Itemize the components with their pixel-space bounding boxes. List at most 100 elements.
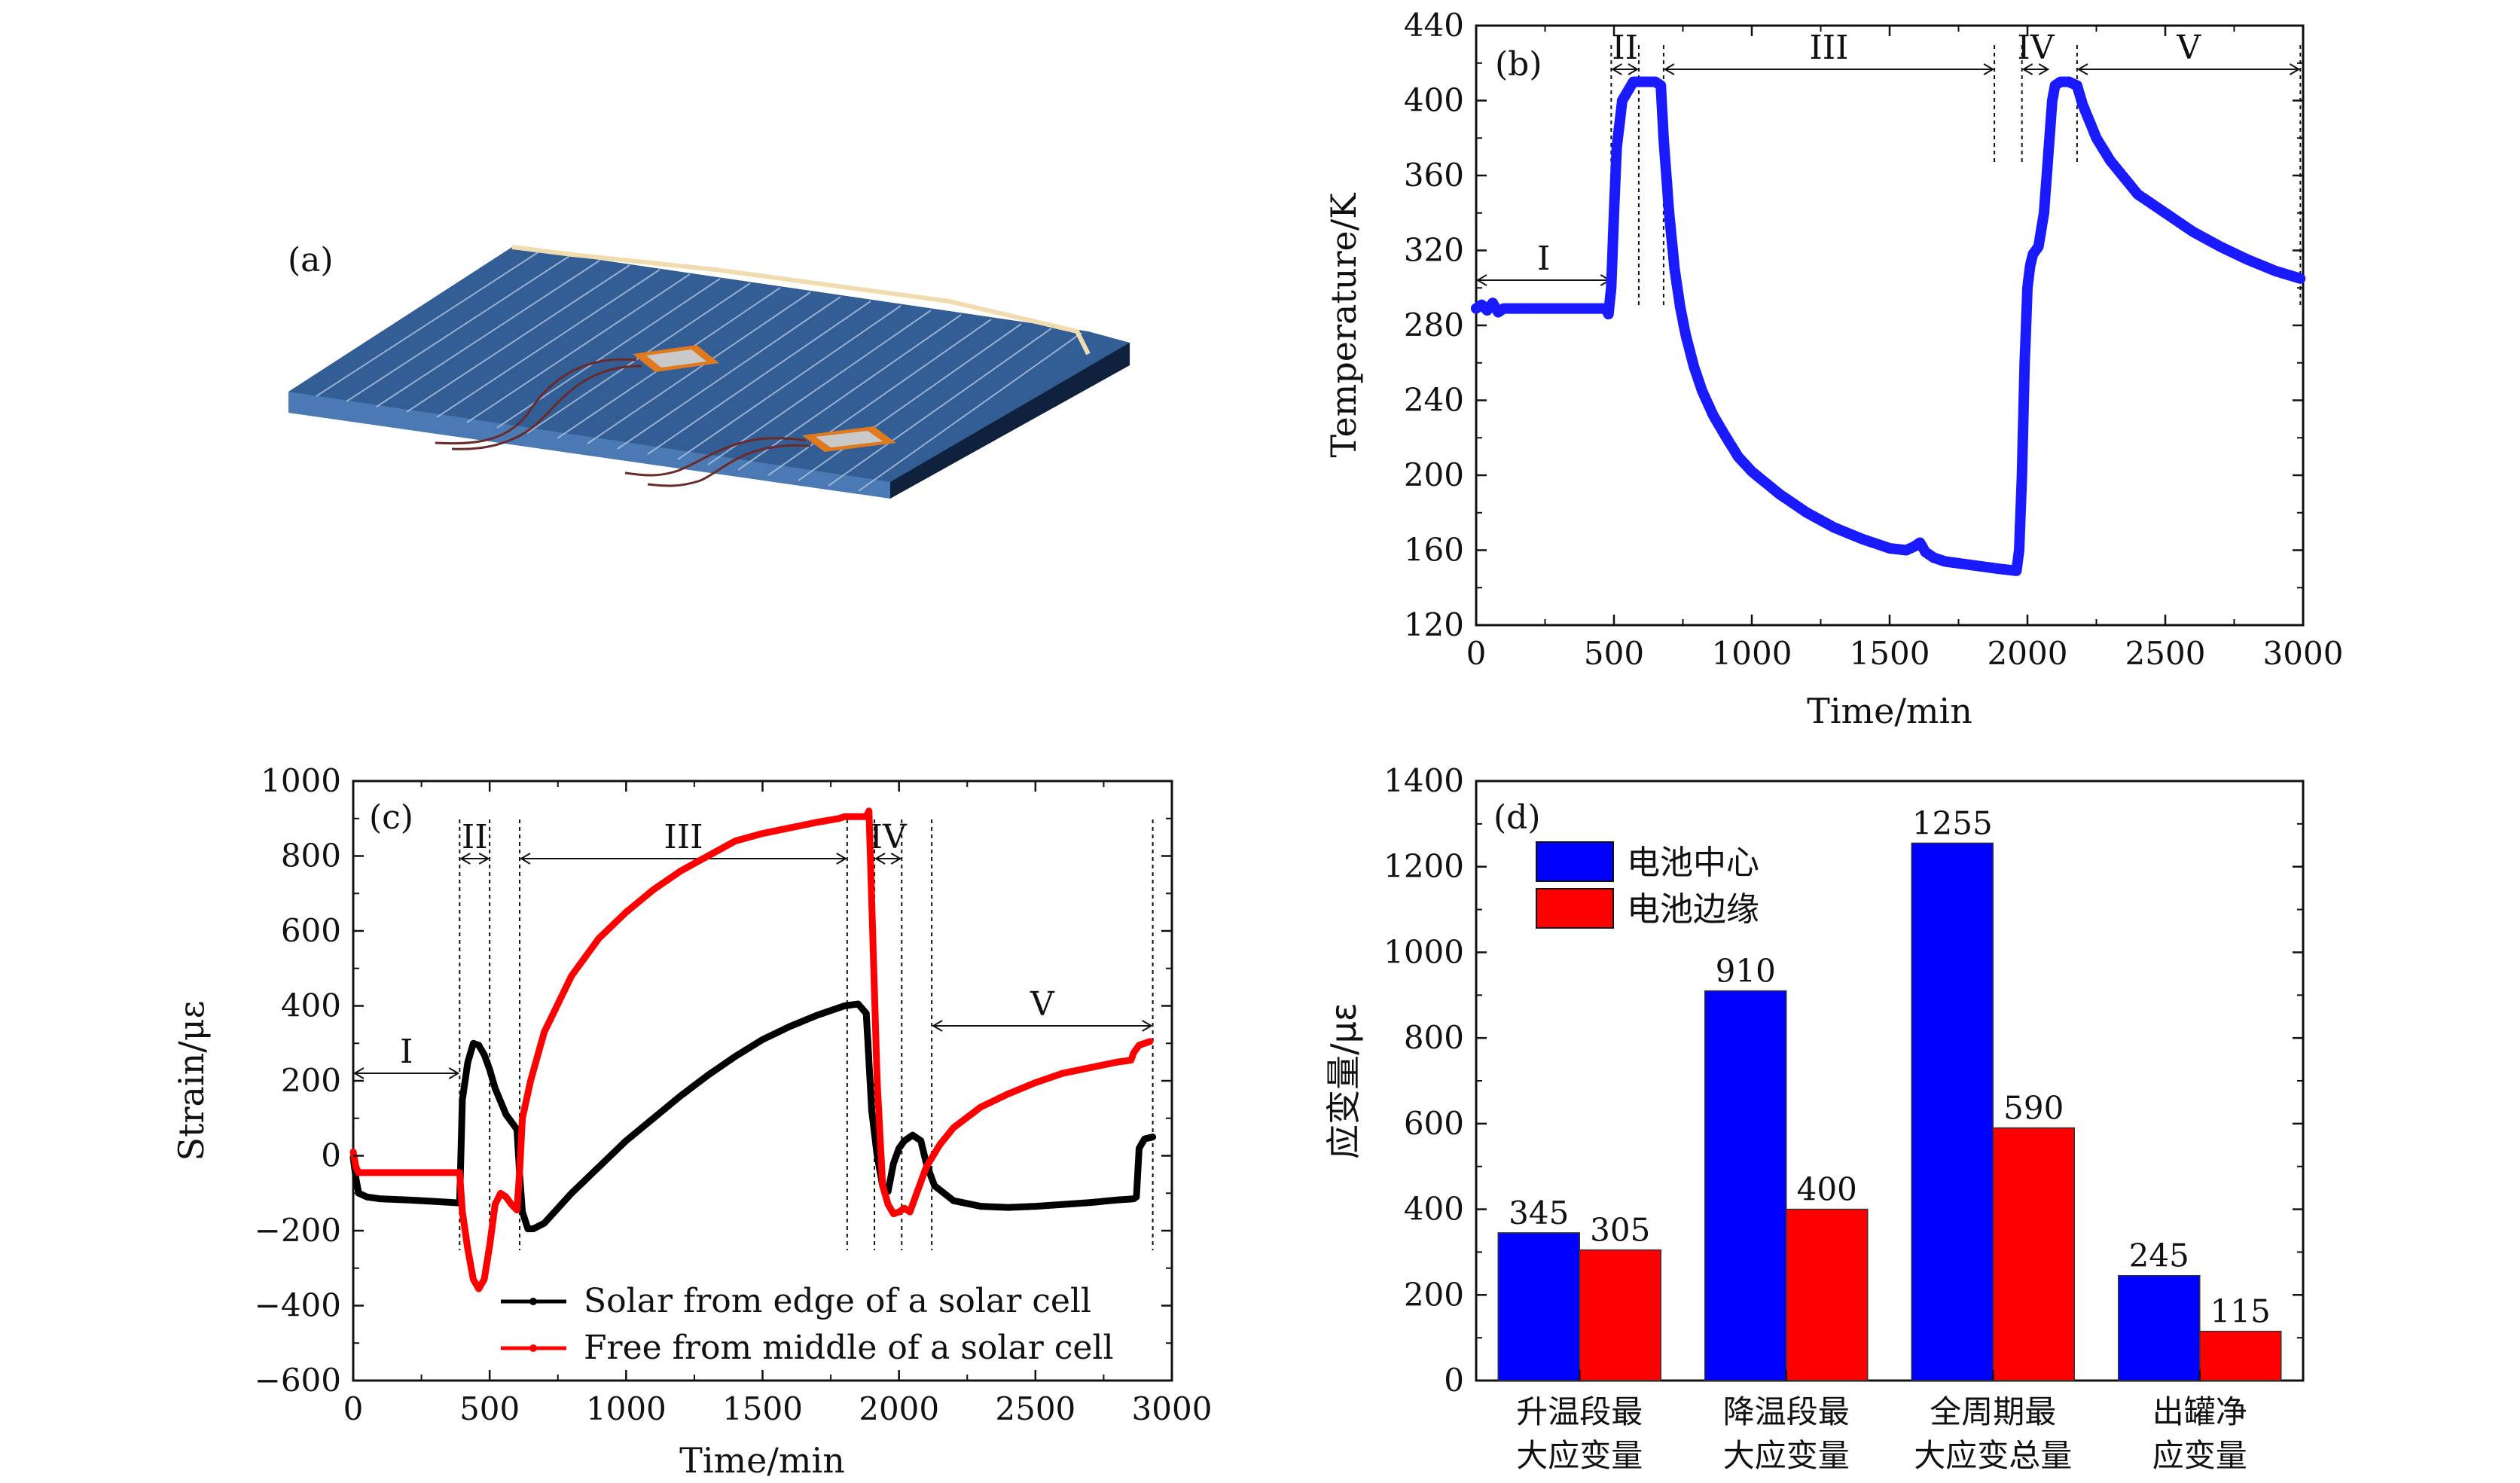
panel-b-frame — [1475, 24, 2305, 627]
strain-gauge-icon — [802, 426, 896, 452]
panel-c-y-tick-label: 400 — [281, 987, 341, 1024]
panel-c-stage-arrow-head — [1142, 1020, 1153, 1032]
panel-d-y-ticks: 0 200 400 600 800 1000 1200 1400 — [1384, 762, 2303, 1399]
legend-label-edge: Solar from edge of a solar cell — [584, 1282, 1091, 1320]
panel-b-data-point — [2023, 275, 2034, 286]
legend-label-middle: Free from middle of a solar cell — [584, 1329, 1114, 1367]
panel-d-y-tick-label: 1400 — [1384, 762, 1464, 799]
panel-d-bars: 345 305 910 400 1255 590 245 115 — [1497, 804, 2282, 1381]
panel-b-stage-label: III — [1809, 29, 1848, 67]
panel-b-x-tick-label: 2000 — [1988, 635, 2068, 672]
panel-b-data-point — [2017, 432, 2028, 444]
panel-b-data-point — [2012, 558, 2023, 569]
panel-b-data-point — [1658, 133, 1669, 144]
panel-b-data-point — [1671, 279, 1683, 290]
panel-c-stage-arrow-head — [874, 853, 886, 865]
panel-b-data-point — [1684, 345, 1695, 356]
panel-b-y-tick-label: 440 — [1404, 7, 1464, 44]
panel-c-x-ticks: 0 500 1000 1500 2000 2500 3000 — [343, 781, 1213, 1427]
panel-b-data-point — [2045, 120, 2056, 131]
panel-b-y-tick-label: 360 — [1404, 157, 1464, 194]
panel-b-stage-arrows: III III IV V — [1476, 29, 2301, 286]
panel-b-data-point — [2039, 207, 2049, 218]
legend-swatch-edge — [1536, 888, 1614, 929]
panel-c-y-axis-title: Strain/με — [171, 1001, 212, 1161]
panel-c-y-tick-label: 800 — [281, 838, 341, 874]
bar-value-label: 345 — [1509, 1195, 1569, 1231]
panel-b-stage-arrow-head — [2289, 63, 2301, 75]
panel-b-x-tick-label: 0 — [1466, 635, 1487, 672]
panel-b-data-point — [1605, 291, 1616, 302]
panel-b-y-tick-label: 400 — [1404, 82, 1464, 119]
panel-d-category-label: 大应变总量 — [1914, 1437, 2072, 1474]
panel-b-x-tick-label: 500 — [1584, 635, 1644, 672]
panel-b-y-tick-label: 280 — [1404, 307, 1464, 343]
panel-c-stage-label: II — [462, 818, 488, 856]
panel-b-data-point — [2042, 163, 2053, 174]
panel-d-y-tick-label: 600 — [1404, 1105, 1464, 1142]
panel-c-x-tick-label: 2500 — [995, 1390, 1075, 1427]
legend-swatch-center — [1536, 841, 1614, 882]
panel-c-stage-arrow-head — [353, 1067, 365, 1079]
gauge-wires — [435, 358, 811, 487]
bar-value-label: 245 — [2129, 1237, 2189, 1274]
panel-d-category-label: 升温段最 — [1516, 1393, 1643, 1430]
panel-b-data-point — [2073, 84, 2084, 95]
panel-b-y-axis-title: Temperature/K — [1323, 192, 1364, 458]
panel-a: (a) — [288, 241, 1130, 499]
bar-center — [1497, 1232, 1580, 1381]
panel-b-stage-arrow-head — [1983, 63, 1995, 75]
panel-c-x-tick-label: 500 — [459, 1390, 520, 1427]
solar-panel-illustration — [288, 245, 1130, 499]
panel-b-data-point — [1610, 163, 1622, 175]
bar-edge — [1786, 1208, 1869, 1381]
panel-b-data-point — [2020, 332, 2031, 343]
panel-d-legend: 电池中心 电池边缘 — [1536, 841, 1759, 929]
panel-d-y-tick-label: 1200 — [1384, 848, 1464, 885]
panel-d-category-label: 大应变量 — [1723, 1437, 1850, 1474]
panel-b-stage-label: V — [2176, 29, 2201, 67]
panel-b-data-point — [1674, 301, 1686, 313]
panel-b-data-point — [1661, 177, 1673, 188]
panel-c-x-tick-label: 1000 — [586, 1390, 667, 1427]
panel-b-label: (b) — [1495, 45, 1542, 84]
panel-c-x-tick-label: 2000 — [859, 1390, 939, 1427]
panel-b-stage-arrow-head — [1628, 63, 1639, 75]
panel-b-data-point — [1607, 232, 1618, 243]
panel-c-y-tick-label: 0 — [321, 1137, 341, 1174]
panel-c-stage-label: III — [664, 818, 703, 856]
panel-b-data-point — [2293, 272, 2304, 283]
panel-b-x-ticks: 0 500 1000 1500 2000 2500 3000 — [1466, 26, 2343, 672]
panel-b-y-tick-label: 120 — [1404, 606, 1464, 643]
legend-label-center: 电池中心 — [1627, 844, 1759, 882]
panel-c-stage-label: IV — [870, 818, 908, 856]
panel-b-stage-marks — [1610, 45, 2302, 309]
panel-b-data-point — [2076, 95, 2087, 106]
bar-value-label: 400 — [1797, 1171, 1857, 1208]
bar-value-label: 1255 — [1912, 804, 1993, 841]
panel-c-y-tick-label: 200 — [281, 1062, 341, 1099]
panel-d-category-label: 应变量 — [2152, 1437, 2247, 1474]
panel-b-stage-label: I — [1537, 240, 1550, 278]
panel-b-stage-arrow-head — [2021, 63, 2033, 75]
panel-c-x-axis-title: Time/min — [679, 1440, 845, 1481]
panel-b: (b) III III IV V 0 500 1000 1500 2000 2500 3000 1… — [1323, 7, 2343, 731]
panel-c-y-tick-label: −200 — [255, 1212, 341, 1249]
panel-d-y-tick-label: 200 — [1404, 1276, 1464, 1313]
panel-b-data-point — [1655, 80, 1667, 91]
panel-c-x-tick-label: 1500 — [722, 1390, 803, 1427]
panel-b-data-point — [1690, 367, 1701, 378]
panel-b-stage-arrow-head — [2076, 63, 2088, 75]
panel-b-data-point — [1681, 333, 1692, 344]
panel-c-stage-arrow-head — [932, 1020, 943, 1032]
bar-value-label: 910 — [1716, 953, 1776, 990]
panel-b-y-ticks: 120 160 200 240 280 320 360 400 440 — [1404, 7, 2303, 643]
bar-edge — [2199, 1330, 2282, 1381]
panel-d-y-tick-label: 400 — [1404, 1191, 1464, 1228]
panel-c-x-tick-label: 3000 — [1132, 1390, 1213, 1427]
panel-c-stage-marks — [459, 819, 1154, 1250]
panel-b-y-tick-label: 320 — [1404, 232, 1464, 269]
panel-d-y-tick-label: 0 — [1444, 1362, 1464, 1399]
panel-b-y-tick-label: 200 — [1404, 456, 1464, 493]
